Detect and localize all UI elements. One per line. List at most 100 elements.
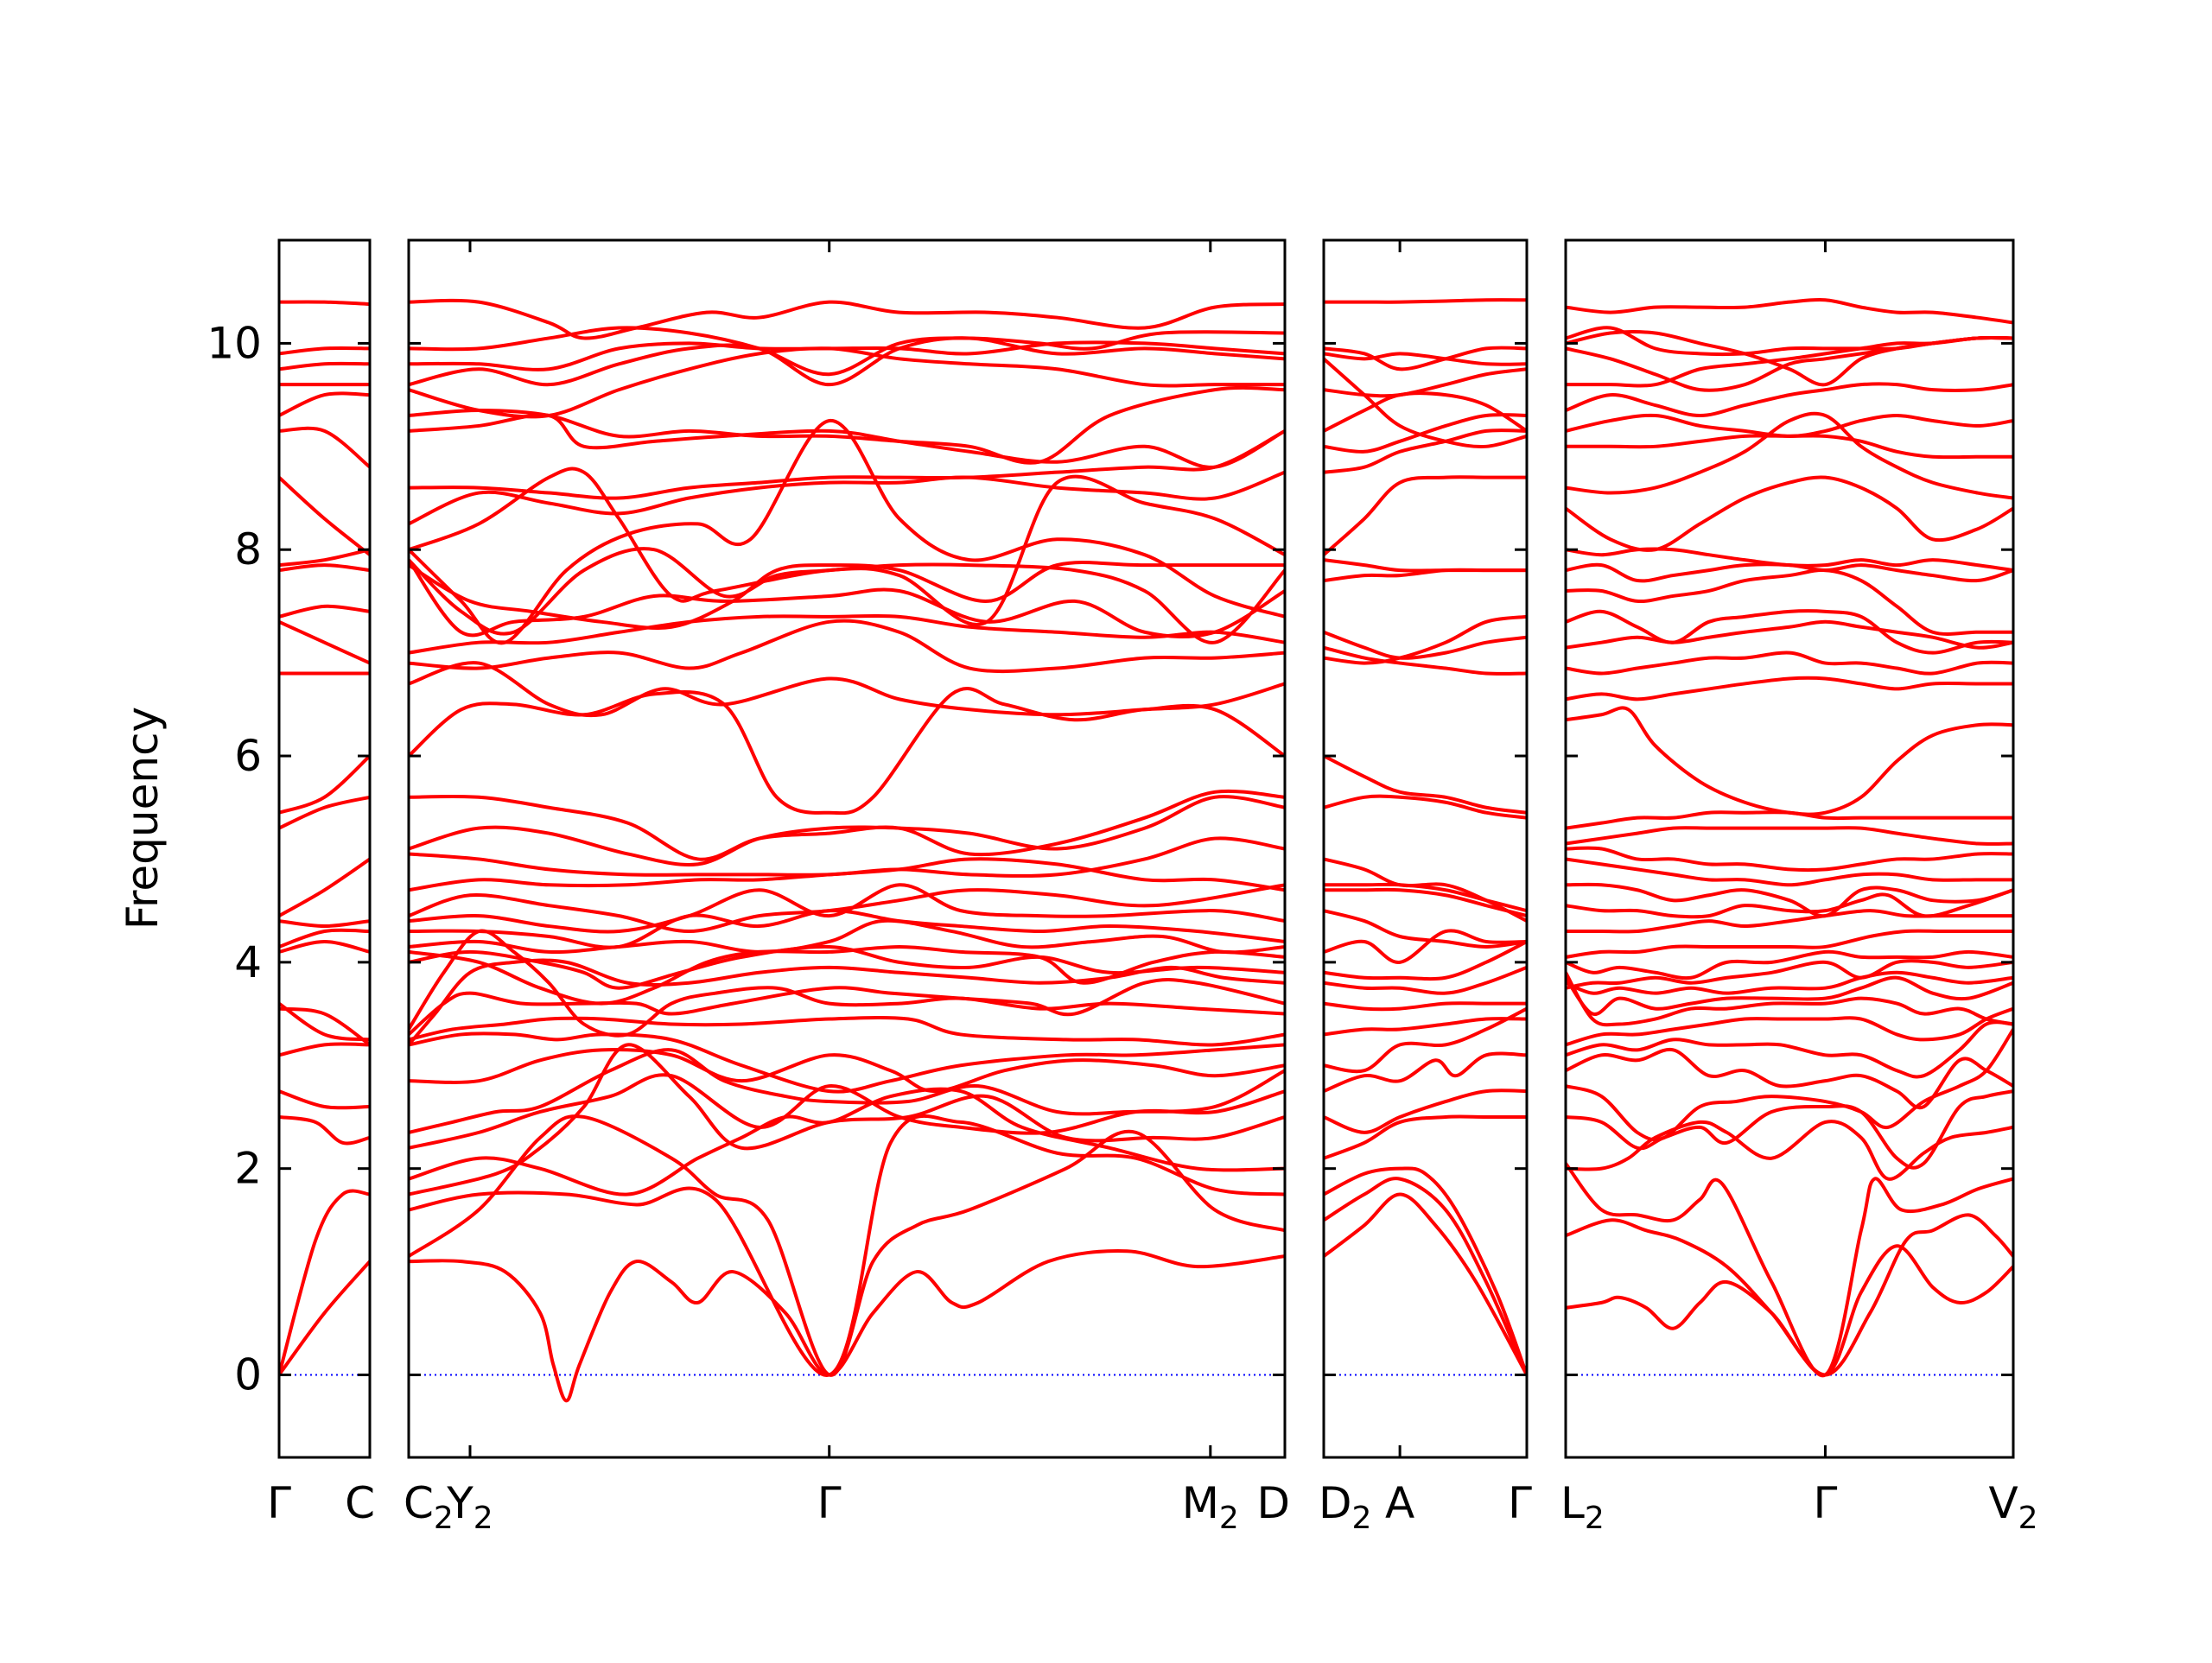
band-line xyxy=(1324,1006,1527,1074)
band-group xyxy=(1324,298,1527,1377)
band-line xyxy=(409,883,1285,934)
panel-frame xyxy=(1564,238,2015,1459)
band-line xyxy=(409,326,1285,377)
band-line xyxy=(1566,382,2013,417)
band-line xyxy=(1566,888,2013,919)
x-tick-label: Γ xyxy=(1814,1478,1838,1528)
band-line xyxy=(1324,1114,1527,1160)
band-line xyxy=(409,428,1285,500)
band-line xyxy=(279,928,370,949)
band-line xyxy=(1324,1051,1527,1094)
band-line xyxy=(1566,1020,2013,1079)
x-tick-label-subscript: 2 xyxy=(474,1501,493,1536)
band-line xyxy=(1566,846,2013,873)
x-tick-label-base: Y xyxy=(446,1478,474,1528)
x-tick-label-base: C xyxy=(404,1478,434,1528)
band-line xyxy=(1324,352,1527,366)
band-line xyxy=(279,475,370,557)
x-tick-label: C2 xyxy=(404,1478,454,1536)
band-line xyxy=(1324,1089,1527,1134)
band-line xyxy=(1324,1017,1527,1037)
band-line xyxy=(1324,367,1527,398)
band-group xyxy=(409,298,1285,1403)
band-line xyxy=(409,1015,1285,1047)
band-line xyxy=(1324,909,1527,949)
band-line xyxy=(409,298,1285,340)
band-line xyxy=(1566,1161,2013,1378)
band-line xyxy=(409,1048,1285,1134)
band-line xyxy=(279,939,370,954)
panel-4: L2 Γ V2 xyxy=(1560,238,2038,1536)
band-line xyxy=(279,346,370,356)
x-tick-label-subscript: 2 xyxy=(434,1501,454,1536)
band-line xyxy=(1566,1027,2013,1142)
band-line xyxy=(1324,630,1527,660)
x-tick-label-base: L xyxy=(1560,1478,1585,1528)
band-line xyxy=(409,1087,1285,1196)
x-tick-label: M2 xyxy=(1182,1478,1239,1536)
x-tick-label-base: Γ xyxy=(1814,1478,1838,1528)
x-tick-label-base: Γ xyxy=(267,1478,291,1528)
band-line xyxy=(1566,970,2013,995)
band-line xyxy=(409,336,1285,387)
y-tick-label: 6 xyxy=(234,731,262,781)
band-line xyxy=(1566,882,2013,918)
x-tick-label: D xyxy=(1256,1478,1290,1528)
band-line xyxy=(1566,1089,2013,1170)
band-line xyxy=(1566,568,2013,636)
x-tick-label-base: Γ xyxy=(1508,1478,1532,1528)
x-tick-label-base: D xyxy=(1256,1478,1290,1528)
band-line xyxy=(1566,609,2013,655)
band-line xyxy=(1566,676,2013,701)
x-tick-label: Y2 xyxy=(446,1478,493,1536)
x-tick-label-base: M xyxy=(1182,1478,1219,1528)
band-line xyxy=(409,1031,1285,1094)
band-line xyxy=(409,661,1285,718)
band-line xyxy=(1566,1006,2013,1047)
x-tick-label: L2 xyxy=(1560,1478,1605,1536)
band-line xyxy=(1324,558,1527,573)
band-line xyxy=(1324,1001,1527,1012)
y-tick-label: 4 xyxy=(234,937,262,987)
band-line xyxy=(1566,326,2013,357)
band-line xyxy=(1324,965,1527,995)
band-group xyxy=(279,300,370,1377)
x-tick-label: Γ xyxy=(1508,1478,1532,1528)
x-tick-label-base: C xyxy=(345,1478,375,1528)
band-line xyxy=(279,604,370,619)
band-line xyxy=(1324,645,1527,676)
band-line xyxy=(1324,929,1527,964)
panel-frame xyxy=(407,238,1287,1459)
band-line xyxy=(279,1089,370,1110)
x-tick-label-subscript: 2 xyxy=(1352,1501,1372,1536)
x-tick-label-subscript: 2 xyxy=(1219,1501,1239,1536)
band-line xyxy=(409,977,1285,1037)
band-line xyxy=(1324,346,1527,371)
band-line xyxy=(1324,939,1527,981)
band-line xyxy=(409,1249,1285,1403)
band-line xyxy=(279,563,370,573)
band-line xyxy=(279,857,370,918)
band-line xyxy=(1566,475,2013,552)
band-line xyxy=(1566,706,2013,816)
band-line xyxy=(409,929,1285,1038)
band-line xyxy=(279,426,370,469)
x-tick-label-base: D xyxy=(1319,1478,1352,1528)
band-line xyxy=(279,361,370,371)
band-line xyxy=(279,919,370,929)
x-tick-label: A xyxy=(1385,1478,1414,1528)
band-line xyxy=(1324,1177,1527,1377)
band-group xyxy=(1566,298,2013,1378)
y-tick-label: 2 xyxy=(234,1144,262,1194)
band-line xyxy=(1324,391,1527,433)
band-line xyxy=(1566,970,2013,1027)
x-tick-label: V2 xyxy=(1988,1478,2037,1536)
band-line xyxy=(409,883,1285,934)
band-line xyxy=(279,754,370,815)
x-tick-label-base: A xyxy=(1385,1478,1414,1528)
y-tick-label: 8 xyxy=(234,524,262,574)
band-line xyxy=(1324,794,1527,820)
